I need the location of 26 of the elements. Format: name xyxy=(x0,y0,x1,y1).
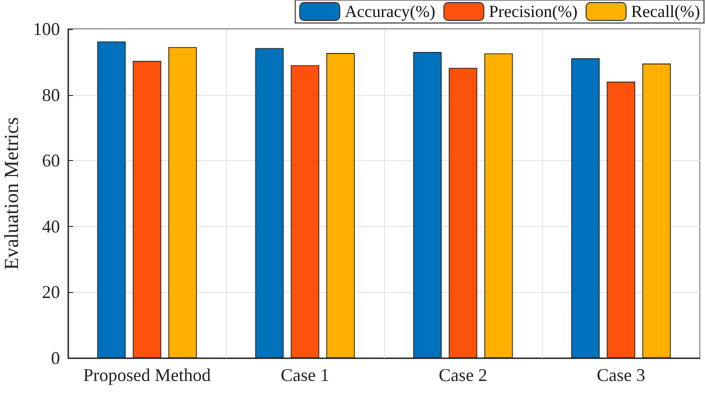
bar xyxy=(413,52,442,358)
bar xyxy=(484,53,513,358)
bar xyxy=(571,58,600,358)
legend-label: Precision(%) xyxy=(488,2,578,21)
bar xyxy=(290,65,320,358)
y-tick-label: 20 xyxy=(42,282,60,302)
legend-label: Accuracy(%) xyxy=(344,2,436,21)
bar xyxy=(168,47,197,358)
y-tick-label: 60 xyxy=(42,150,60,171)
bar xyxy=(326,53,355,358)
legend-label: Recall(%) xyxy=(631,2,700,21)
bar xyxy=(255,48,284,358)
x-tick-label: Proposed Method xyxy=(83,365,211,385)
bar xyxy=(448,68,478,358)
bar xyxy=(606,82,636,358)
bar xyxy=(132,60,162,358)
bar xyxy=(642,64,671,358)
y-axis-title: Evaluation Metrics xyxy=(1,116,24,270)
bar xyxy=(97,42,126,358)
x-tick-label: Case 3 xyxy=(596,365,646,385)
y-tick-label: 40 xyxy=(42,216,60,236)
y-tick-label: 0 xyxy=(51,348,60,368)
y-tick-label: 80 xyxy=(42,84,60,105)
x-tick-label: Case 2 xyxy=(438,365,488,385)
y-tick-label: 100 xyxy=(33,19,60,39)
x-tick-label: Case 1 xyxy=(280,365,330,385)
